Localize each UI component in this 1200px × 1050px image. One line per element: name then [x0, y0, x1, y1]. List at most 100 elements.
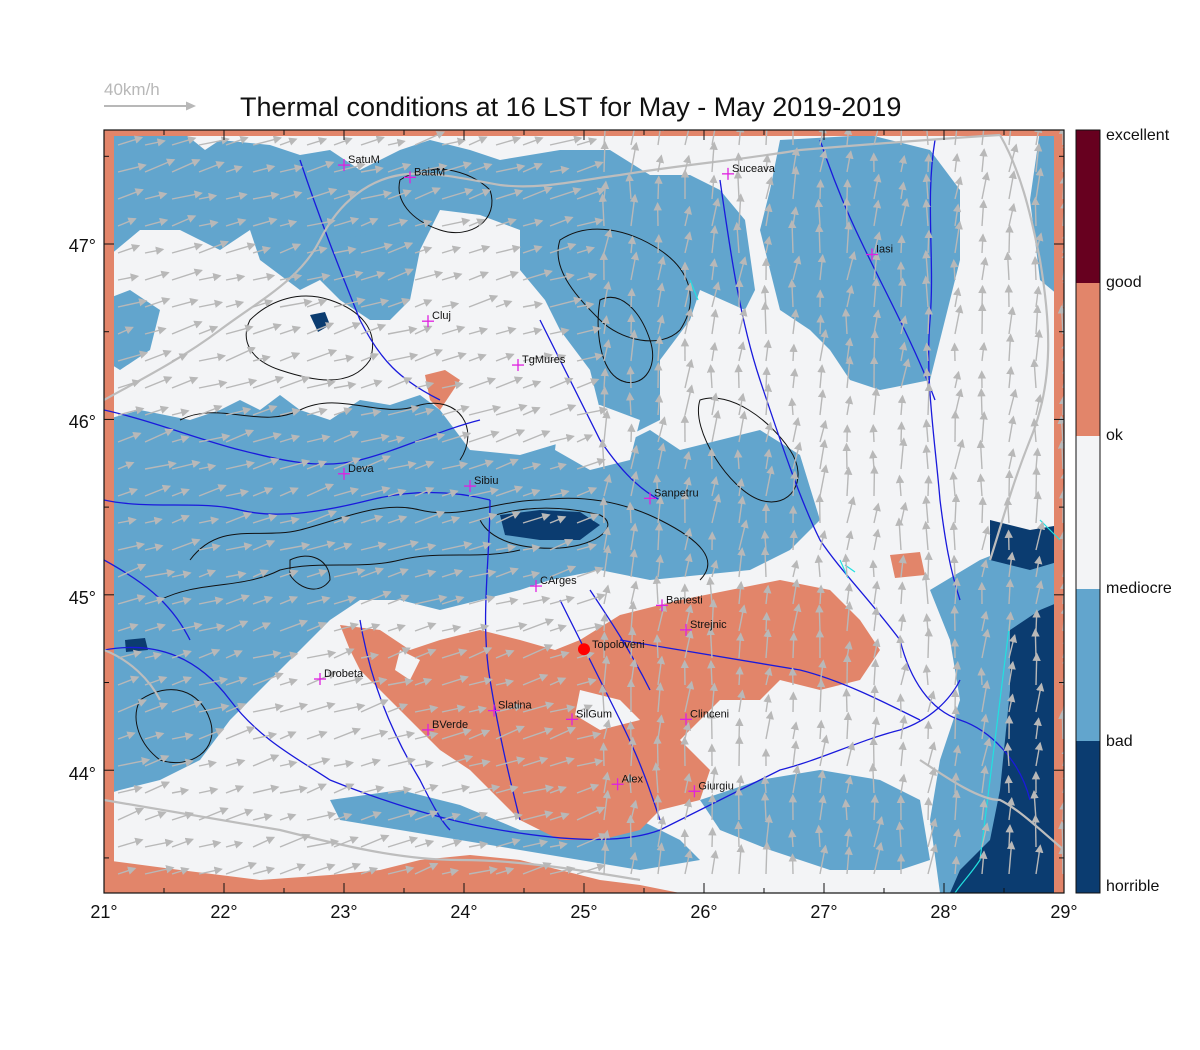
colorbar-excellent-band	[1076, 130, 1100, 283]
wind-arrow	[468, 647, 493, 659]
wind-arrow	[333, 457, 362, 470]
city-marker: Sibiu	[464, 475, 498, 493]
wind-arrow	[763, 339, 772, 362]
wind-arrow	[279, 243, 302, 254]
wind-arrow	[522, 380, 542, 389]
wind-arrow	[601, 655, 611, 686]
wind-arrow	[441, 217, 471, 227]
wind-arrow	[306, 569, 328, 578]
wind-arrow	[654, 234, 663, 254]
wind-arrow	[495, 622, 528, 632]
colorbar-mediocre-band	[1076, 589, 1100, 741]
wind-arrow	[981, 525, 991, 551]
wind-arrow	[468, 512, 498, 524]
wind-arrow	[898, 277, 907, 308]
wind-arrow	[792, 764, 801, 794]
wind-arrow	[198, 703, 230, 713]
wind-arrow	[198, 219, 219, 228]
wind-arrow	[333, 297, 366, 308]
wind-arrow	[198, 759, 217, 769]
wind-arrow	[1007, 448, 1016, 470]
wind-arrow	[360, 486, 391, 497]
lon-tick-label: 26°	[690, 902, 718, 922]
wind-arrow	[737, 341, 746, 362]
wind-arrow	[522, 512, 551, 524]
city-label: Clinceni	[690, 708, 729, 720]
wind-arrow	[576, 457, 606, 470]
wind-arrow	[601, 315, 610, 335]
wind-arrow	[708, 598, 718, 632]
wind-arrow	[819, 464, 829, 497]
wind-arrow	[387, 539, 419, 551]
wind-arrow	[1035, 521, 1046, 551]
wind-arrow	[171, 570, 192, 579]
wind-arrow	[871, 716, 880, 740]
wind-arrow	[171, 732, 194, 741]
wind-arrow	[306, 730, 328, 740]
wind-arrow	[171, 758, 194, 767]
wind-arrow	[602, 719, 612, 740]
wind-arrow	[922, 418, 931, 443]
wind-arrow	[522, 186, 553, 200]
wind-arrow	[279, 272, 303, 282]
wind-arrow	[171, 376, 199, 389]
wind-arrow	[684, 553, 693, 578]
wind-arrow	[117, 837, 144, 848]
wind-arrow	[924, 229, 933, 254]
wind-arrow	[306, 322, 335, 335]
wind-arrow	[414, 325, 433, 335]
wind-arrow	[198, 866, 223, 875]
wind-arrow	[981, 737, 992, 767]
wind-arrow	[117, 135, 144, 146]
wind-arrow	[252, 754, 280, 767]
wind-arrow	[144, 297, 171, 308]
wind-arrow	[225, 594, 250, 605]
wind-arrow	[306, 348, 338, 362]
wind-arrow	[954, 176, 963, 200]
wind-arrow	[171, 242, 203, 254]
wind-arrow	[117, 244, 141, 254]
wind-arrow	[630, 580, 639, 605]
wind-arrow	[816, 678, 826, 713]
wind-arrow	[441, 812, 461, 821]
wind-arrow	[900, 197, 910, 227]
wind-arrow	[979, 850, 988, 875]
wind-arrow	[144, 405, 169, 416]
wind-arrow	[818, 529, 828, 551]
wind-arrow	[252, 432, 282, 443]
wind-arrow	[924, 627, 933, 659]
wind-arrow	[898, 554, 907, 578]
wind-arrow	[144, 138, 166, 147]
city-label: Slatina	[498, 700, 533, 712]
wind-arrow	[1035, 580, 1044, 605]
wind-arrow	[576, 731, 602, 740]
wind-arrow	[923, 342, 932, 362]
wind-arrow	[600, 842, 610, 875]
wind-arrow	[279, 813, 297, 822]
wind-arrow	[1003, 251, 1013, 281]
city-label: TgMures	[522, 354, 566, 366]
wind-arrow	[897, 581, 907, 605]
wind-arrow	[495, 784, 519, 794]
wind-arrow	[707, 659, 716, 686]
wind-arrow	[171, 136, 197, 146]
wind-arrow	[468, 271, 489, 281]
map-title: Thermal conditions at 16 LST for May - M…	[240, 92, 902, 122]
wind-arrow	[819, 844, 829, 875]
wind-arrow	[387, 404, 420, 416]
wind-arrow	[815, 223, 824, 254]
wind-arrow	[144, 217, 169, 227]
wind-arrow	[360, 567, 384, 578]
wind-arrow	[468, 188, 492, 200]
wind-arrow	[306, 298, 328, 308]
city-label: Alex	[622, 773, 644, 785]
wind-arrow	[736, 130, 745, 146]
city-marker: Drobeta	[314, 668, 364, 686]
wind-arrow	[333, 727, 361, 740]
wind-arrow	[198, 463, 217, 472]
wind-arrow	[360, 298, 390, 308]
wind-arrow	[576, 352, 604, 362]
wind-arrow	[927, 817, 938, 848]
wind-arrow	[387, 268, 414, 281]
wind-arrow	[306, 838, 340, 848]
